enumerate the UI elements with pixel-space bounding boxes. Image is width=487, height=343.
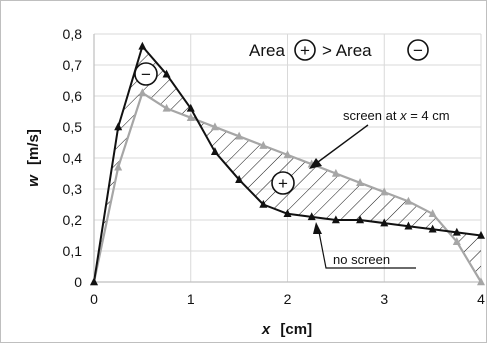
x-axis-unit: [cm] [280,321,312,338]
area-word-1: Area [249,41,285,60]
x-tick-label: 0 [90,291,98,307]
marker-no-screen [114,122,123,131]
no-screen-callout-leader [318,231,416,269]
x-axis-variable: x [261,321,271,338]
y-tick-label: 0,4 [63,150,83,166]
no-screen-callout: no screen [313,222,416,269]
marker-no-screen [380,218,389,227]
marker-screen [404,196,413,205]
marker-no-screen [477,230,485,239]
no-screen-series-label: no screen [333,252,390,267]
axes [93,34,481,283]
minus-region-symbol: − [141,65,151,84]
screen-label-variable: x [399,108,407,123]
y-tick-label: 0,8 [63,26,83,42]
y-axis-variable: w [25,174,42,187]
marker-no-screen [331,215,340,224]
marker-no-screen [404,221,413,230]
y-tick-labels: 0 0,1 0,2 0,3 0,4 0,5 0,6 0,7 0,8 [63,26,83,290]
screen-label-prefix: screen at [343,108,400,123]
minus-region-circle-icon [134,62,158,86]
minus-symbol: − [413,41,423,60]
marker-no-screen [138,41,147,50]
marker-screen [259,140,268,149]
plus-region-marker: + [271,171,295,195]
hatched-segment [384,192,409,227]
marker-no-screen [186,103,195,112]
marker-no-screen [259,199,268,208]
hatched-segment [408,201,433,230]
y-tick-label: 0 [74,274,82,290]
marker-screen [380,187,389,196]
y-tick-label: 0,5 [63,119,83,135]
minus-circle-icon [407,39,429,61]
y-tick-label: 0,1 [63,243,83,259]
y-tick-label: 0,6 [63,88,83,104]
hatched-segment [456,232,481,282]
y-tick-label: 0,3 [63,181,83,197]
hatched-segment [239,136,264,205]
marker-screen [210,122,219,131]
marker-screen [452,237,461,245]
marker-no-screen [210,147,219,156]
screen-callout: screen at x = 4 cm [309,108,450,169]
marker-screen [283,150,292,159]
no-screen-callout-arrowhead [313,222,322,234]
marker-no-screen [90,277,98,286]
marker-screen [235,131,244,140]
marker-screen [356,178,365,187]
screen-series-label: screen at x = 4 cm [343,108,450,123]
screen-callout-leader [317,124,369,163]
y-axis-title: w [m/s] [25,129,42,187]
marker-screen [114,162,123,171]
area-word-2: > Area [322,41,372,60]
series-markers [90,41,485,286]
marker-screen [331,168,340,177]
plus-region-symbol: + [278,174,288,193]
hatched-segment [166,74,191,118]
minus-region-marker: − [134,62,158,86]
x-tick-label: 3 [380,291,388,307]
marker-no-screen [356,215,365,224]
marker-no-screen [162,69,171,78]
marker-no-screen [452,227,461,236]
marker-no-screen [235,175,244,183]
screen-label-suffix: = 4 cm [407,108,450,123]
marker-screen [428,209,437,218]
marker-screen [138,88,147,97]
hatched-segment [360,182,385,224]
marker-no-screen [307,212,316,221]
plus-circle-icon [294,39,316,61]
x-tick-label: 1 [187,291,195,307]
x-axis-title: x [cm] [261,321,312,338]
hatched-segment [214,127,240,180]
y-axis-unit: [m/s] [25,129,42,165]
area-comparison: Area + > Area − [249,39,429,61]
x-tick-labels: 0 1 2 3 4 [90,291,485,307]
x-tick-label: 2 [284,291,292,307]
y-tick-label: 0,2 [63,212,83,228]
hatched-segment [335,173,361,220]
marker-no-screen [283,209,292,218]
marker-screen [162,103,171,112]
marker-no-screen [428,224,437,233]
screen-callout-arrowhead [309,158,322,169]
plus-symbol: + [300,41,310,60]
plus-region-circle-icon [271,171,295,195]
x-tick-label: 4 [477,291,485,307]
y-tick-label: 0,7 [63,57,83,73]
marker-screen [186,113,195,121]
hatched-segment [287,154,312,217]
marker-screen [477,277,485,286]
hatched-segment [311,164,336,220]
